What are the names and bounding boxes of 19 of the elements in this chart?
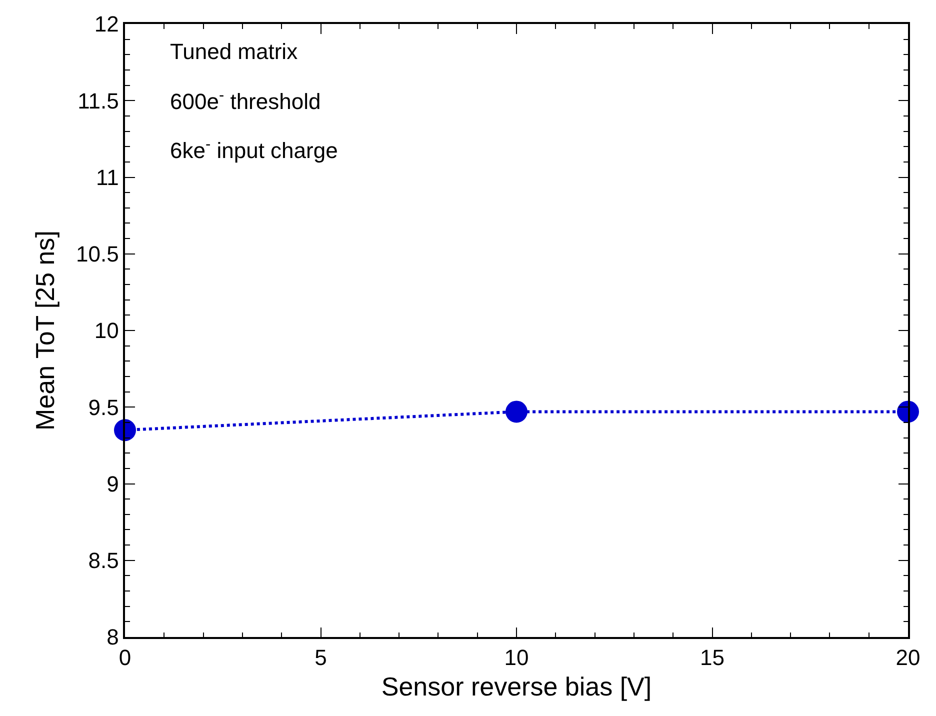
annotation: 600e$^{-}$ threshold xyxy=(170,87,321,114)
x-tick-label: 20 xyxy=(896,645,920,670)
annotation: 6ke$^{-}$ input charge xyxy=(170,136,338,164)
x-tick-label: 10 xyxy=(504,645,529,670)
x-tick-label: 0 xyxy=(118,645,132,670)
y-tick-label: 9.5 xyxy=(88,394,119,420)
y-tick-label: 11.5 xyxy=(78,88,119,114)
y-tick-label: 12 xyxy=(94,12,119,37)
x-axis-title: Sensor reverse bias [V] xyxy=(381,671,652,702)
y-tick-label: 9 xyxy=(106,471,119,496)
x-tick-label: 5 xyxy=(314,645,327,670)
annotation: Tuned matrix xyxy=(170,39,298,64)
y-tick-label: 8.5 xyxy=(88,548,119,574)
x-tick-label: 15 xyxy=(700,645,724,670)
y-tick-label: 10.5 xyxy=(76,242,119,267)
y-axis-title: Mean ToT [25 ns] xyxy=(30,230,60,430)
y-tick-label: 8 xyxy=(106,624,119,650)
y-tick-label: 10 xyxy=(94,318,119,344)
y-tick-label: 11 xyxy=(96,164,119,190)
